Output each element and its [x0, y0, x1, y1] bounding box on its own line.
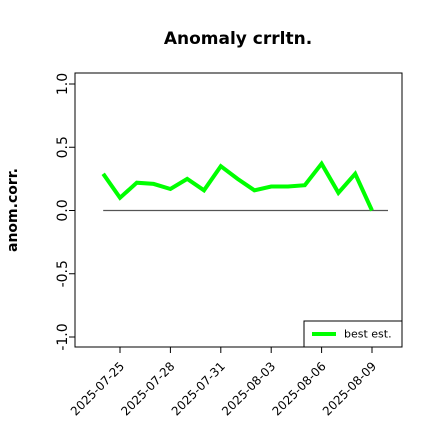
legend-label: best est.	[344, 328, 392, 341]
y-tick-label: -1.0	[55, 323, 71, 350]
plot-area: -1.0-0.50.00.51.02025-07-252025-07-28202…	[55, 72, 403, 418]
y-tick-label: 0.5	[55, 136, 71, 158]
x-tick-label: 2025-08-09	[320, 359, 379, 418]
series-line-best-est	[101, 160, 374, 212]
y-axis-label: anom.corr.	[5, 168, 21, 252]
chart-title: Anomaly crrltn.	[164, 29, 312, 49]
y-tick-label: 1.0	[55, 73, 71, 95]
y-tick-label: 0.0	[55, 199, 71, 221]
y-tick-label: -0.5	[55, 260, 71, 287]
